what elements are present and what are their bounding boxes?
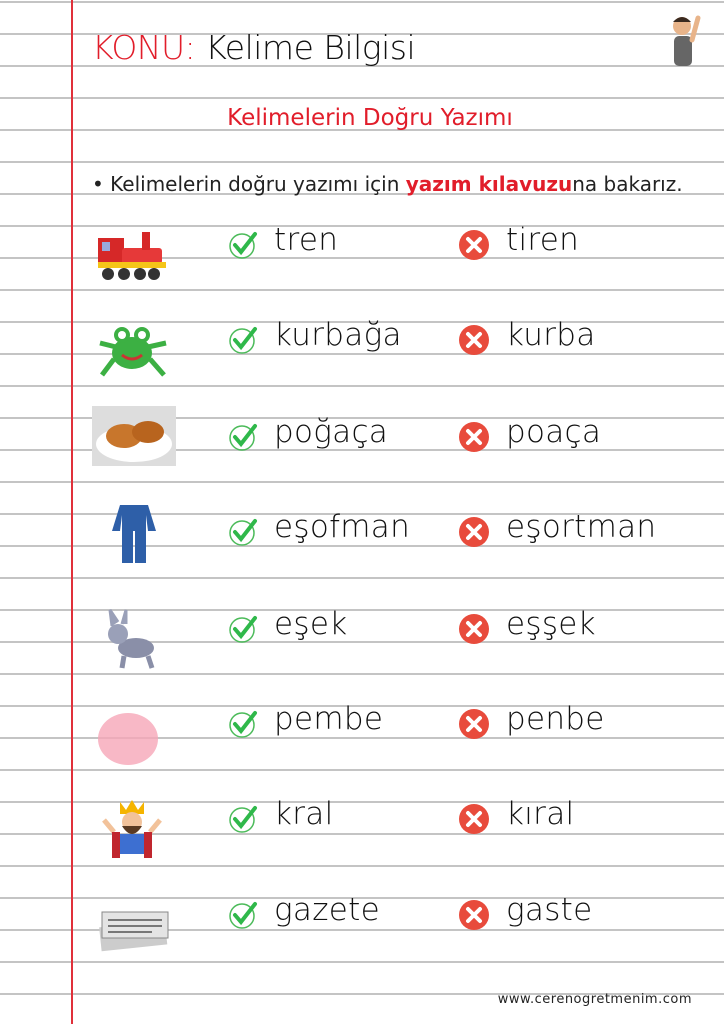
check-icon bbox=[229, 711, 257, 738]
rule-before: Kelimelerin doğru yazımı için bbox=[110, 172, 406, 196]
wrong-word: eşortman bbox=[506, 509, 657, 545]
word-row: gazete gaste bbox=[0, 892, 724, 962]
word-row: poğaça poaça bbox=[0, 406, 724, 484]
wrong-word: kurba bbox=[506, 317, 596, 353]
check-icon bbox=[229, 232, 257, 259]
correct-word: eşofman bbox=[274, 509, 411, 545]
correct-word: poğaça bbox=[274, 414, 389, 450]
konu-label: KONU: bbox=[92, 28, 196, 67]
x-circle-icon bbox=[459, 517, 489, 547]
word-row: pembe penbe bbox=[0, 701, 724, 771]
x-circle-icon bbox=[459, 614, 489, 644]
correct-word: kurbağa bbox=[274, 317, 402, 353]
word-row: kurbağa kurba bbox=[0, 317, 724, 387]
x-circle-icon bbox=[459, 804, 489, 834]
correct-word: eşek bbox=[274, 606, 348, 642]
check-icon bbox=[229, 327, 257, 354]
wrong-word: kıral bbox=[506, 796, 575, 832]
donkey-image bbox=[108, 609, 155, 669]
check-icon bbox=[229, 616, 257, 643]
correct-word: tren bbox=[274, 222, 339, 258]
word-row: tren tiren bbox=[0, 222, 724, 292]
margin-line bbox=[71, 0, 73, 1024]
wrong-word: penbe bbox=[506, 701, 605, 737]
check-icon bbox=[229, 519, 257, 546]
wrong-word: gaste bbox=[506, 892, 593, 928]
word-row: eşofman eşortman bbox=[0, 505, 724, 579]
check-icon bbox=[229, 806, 257, 833]
wrong-word: poaça bbox=[506, 414, 602, 450]
topic: Kelime Bilgisi bbox=[205, 28, 416, 67]
avatar-icon bbox=[673, 15, 701, 66]
pastry-image bbox=[92, 406, 176, 466]
footer-url: www.cerenogretmenim.com bbox=[497, 992, 692, 1007]
x-circle-icon bbox=[459, 900, 489, 930]
train-image bbox=[98, 232, 166, 280]
page-title: KONU: Kelime Bilgisi bbox=[92, 28, 416, 67]
check-icon bbox=[229, 424, 257, 451]
newspaper-image bbox=[99, 911, 169, 952]
x-circle-icon bbox=[459, 709, 489, 739]
wrong-word: eşşek bbox=[506, 606, 596, 642]
word-row: eşek eşşek bbox=[0, 606, 724, 676]
x-circle-icon bbox=[459, 422, 489, 452]
x-circle-icon bbox=[459, 230, 489, 260]
word-row: kral kıral bbox=[0, 796, 724, 866]
check-icon bbox=[229, 902, 257, 929]
correct-word: kral bbox=[274, 796, 334, 832]
correct-word: pembe bbox=[274, 701, 384, 737]
correct-word: gazete bbox=[274, 892, 380, 928]
subtitle: Kelimelerin Doğru Yazımı bbox=[227, 105, 513, 131]
pink-blob-image bbox=[98, 713, 158, 765]
king-image bbox=[102, 800, 162, 858]
rule-text: • Kelimelerin doğru yazımı için yazım kı… bbox=[92, 172, 683, 196]
wrong-word: tiren bbox=[506, 222, 580, 258]
frog-image bbox=[99, 327, 167, 377]
tracksuit-image bbox=[112, 505, 156, 563]
rule-highlight: yazım kılavuzu bbox=[405, 172, 573, 196]
x-circle-icon bbox=[459, 325, 489, 355]
rule-after: na bakarız. bbox=[572, 172, 683, 196]
